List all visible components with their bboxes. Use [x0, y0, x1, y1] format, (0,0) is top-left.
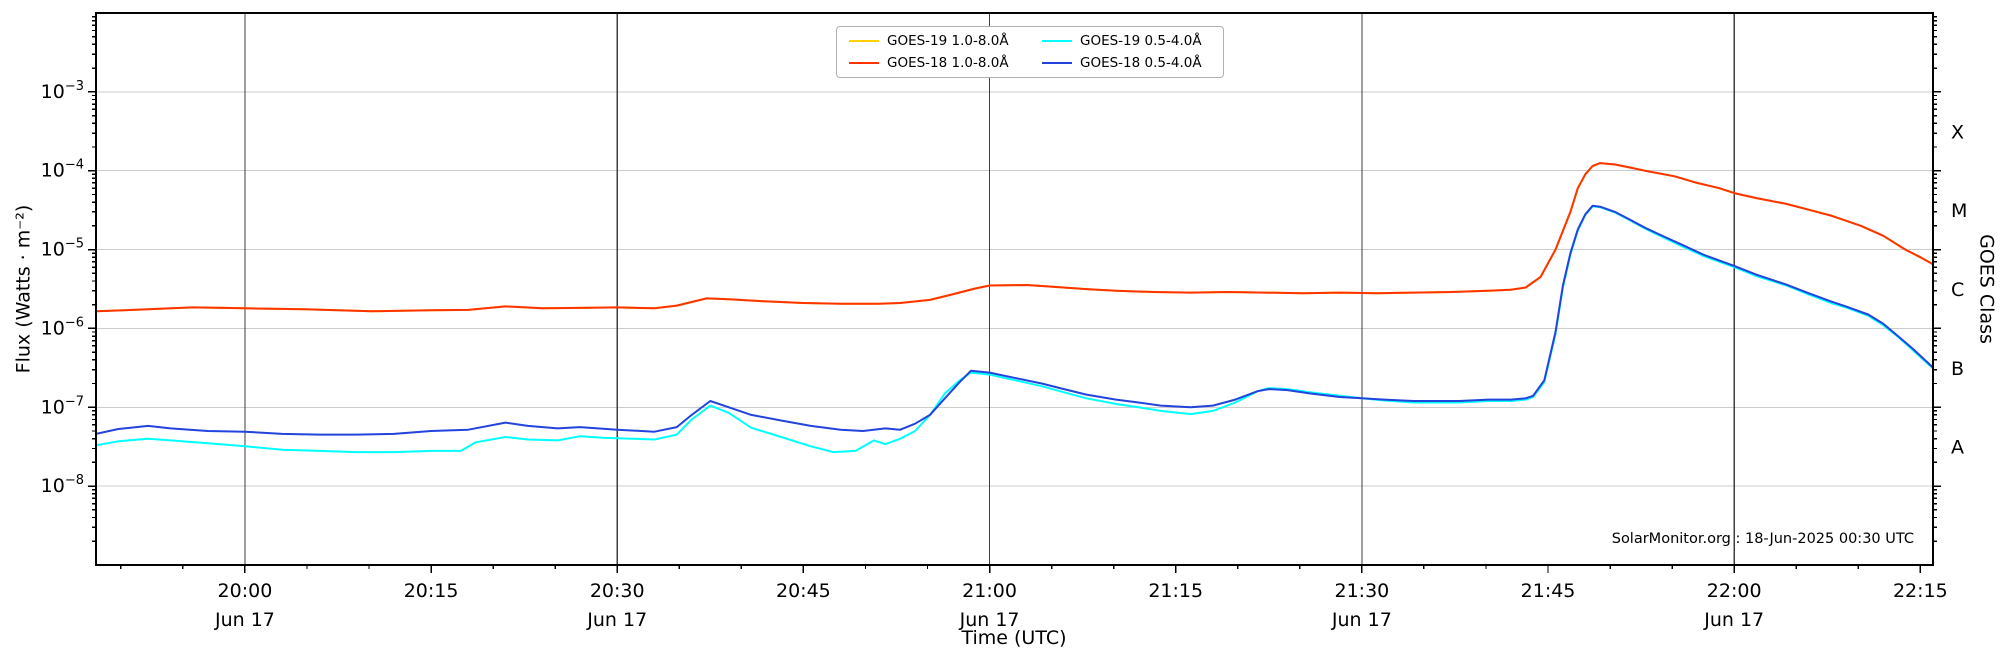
x-tick-label: 20:45	[776, 580, 831, 602]
x-tick-label: 21:15	[1148, 580, 1203, 602]
x-day-label: Jun 17	[1703, 609, 1764, 631]
legend-line-swatch	[1042, 62, 1072, 64]
x-axis-label: Time (UTC)	[961, 627, 1067, 649]
y-tick-label: 10−5	[41, 237, 84, 261]
legend-item-goes18-long: GOES-18 1.0-8.0Å	[837, 52, 1030, 74]
plot-border	[95, 12, 1934, 566]
y-tick-label: 10−3	[41, 79, 84, 103]
y-axis-label-left: Flux (Watts · m⁻²)	[12, 204, 35, 374]
series-goes18-short	[96, 204, 1933, 436]
x-day-label: Jun 17	[586, 609, 647, 631]
horizontal-gridlines	[96, 91, 1933, 487]
x-tick-label: 21:00	[962, 580, 1017, 602]
series-goes19-short	[96, 205, 1933, 454]
goes-class-label-C: C	[1951, 279, 1964, 301]
y-tick-label: 10−8	[41, 473, 84, 497]
goes-class-labels: A B C M X	[1951, 121, 1967, 458]
y-axis-tick-labels: 10−3 10−4 10−5 10−6 10−7 10−8	[41, 79, 84, 497]
x-axis-ticks	[120, 565, 1922, 573]
goes-class-label-A: A	[1951, 437, 1964, 459]
x-tick-label: 21:45	[1521, 580, 1576, 602]
y-tick-label: 10−7	[41, 394, 84, 418]
legend-line-swatch	[1042, 40, 1072, 42]
x-tick-label: 20:00	[218, 580, 273, 602]
goes-class-label-B: B	[1951, 358, 1964, 380]
y-axis-ticks	[88, 15, 1941, 542]
x-day-label: Jun 17	[959, 609, 1020, 631]
legend-label: GOES-18 1.0-8.0Å	[887, 55, 1009, 71]
y-tick-label: 10−4	[41, 158, 84, 182]
series-goes18-long	[96, 162, 1933, 313]
x-tick-label: 21:30	[1334, 580, 1389, 602]
legend-line-swatch	[849, 40, 879, 42]
x-tick-label: 20:15	[404, 580, 459, 602]
x-tick-label: 20:30	[590, 580, 645, 602]
y-axis-label-right: GOES Class	[1975, 234, 1998, 344]
series-lines	[96, 162, 1933, 454]
x-day-label: Jun 17	[1331, 609, 1392, 631]
legend-label: GOES-18 0.5-4.0Å	[1080, 55, 1202, 71]
y-tick-label: 10−6	[41, 315, 84, 339]
legend-label: GOES-19 0.5-4.0Å	[1080, 33, 1202, 49]
legend-line-swatch	[849, 62, 879, 64]
x-axis-tick-labels: 20:00 Jun 17 20:15 20:30 Jun 17 20:45 21:00 Jun…	[214, 580, 1948, 631]
legend-item-goes19-long: GOES-19 1.0-8.0Å	[837, 30, 1030, 52]
legend-item-goes18-short: GOES-18 0.5-4.0Å	[1030, 52, 1223, 74]
x-tick-label: 22:00	[1707, 580, 1762, 602]
legend-label: GOES-19 1.0-8.0Å	[887, 33, 1009, 49]
goes-class-label-M: M	[1951, 200, 1967, 222]
goes-class-label-X: X	[1951, 121, 1964, 143]
x-tick-label: 22:15	[1893, 580, 1948, 602]
legend: GOES-19 1.0-8.0Å GOES-18 1.0-8.0Å GOES-19 …	[836, 26, 1224, 78]
legend-item-goes19-short: GOES-19 0.5-4.0Å	[1030, 30, 1223, 52]
vertical-gridlines	[244, 13, 1735, 565]
x-day-label: Jun 17	[214, 609, 275, 631]
series-goes19-long	[96, 162, 1933, 313]
solarmonitor-watermark: SolarMonitor.org : 18-Jun-2025 00:30 UTC	[1611, 531, 1914, 547]
